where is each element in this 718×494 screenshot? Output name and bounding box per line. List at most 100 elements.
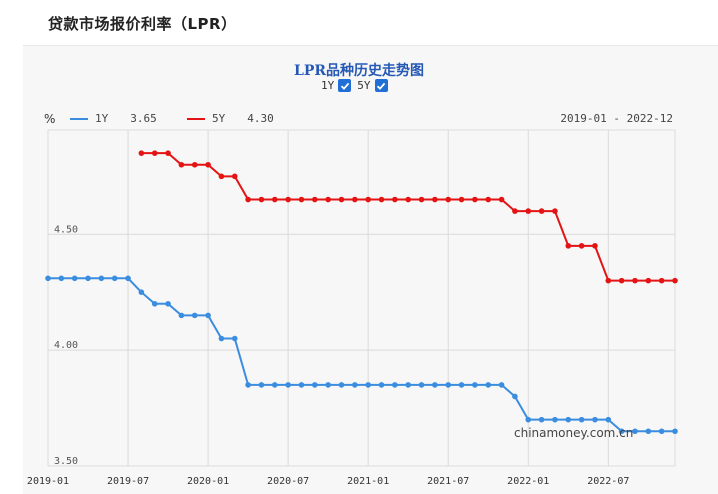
checkmark-icon	[376, 82, 386, 90]
data-point-1y	[231, 335, 238, 342]
x-tick-label: 2019-01	[27, 476, 69, 487]
data-point-5y	[592, 243, 598, 249]
data-point-1y	[271, 382, 278, 388]
data-point-5y	[672, 277, 678, 284]
data-point-1y	[325, 382, 331, 388]
data-point-1y	[205, 312, 211, 319]
data-point-5y	[392, 196, 398, 203]
data-point-5y	[352, 196, 358, 203]
data-point-5y	[378, 196, 385, 203]
legend-label-5y: 5Y	[212, 112, 226, 125]
data-point-5y	[445, 196, 452, 203]
data-point-5y	[178, 161, 185, 168]
data-point-5y	[165, 150, 171, 156]
data-point-5y	[285, 196, 291, 203]
series-line-5y	[141, 152, 675, 282]
x-tick-label: 2019-07	[107, 476, 149, 487]
data-point-1y	[405, 382, 411, 388]
x-tick-label: 2022-07	[587, 476, 629, 487]
plot-area	[47, 129, 676, 467]
data-point-5y	[418, 196, 425, 203]
toggle-1y[interactable]: 1Y	[321, 79, 352, 92]
data-point-5y	[458, 196, 465, 203]
legend-value-1y: 3.65	[130, 112, 157, 125]
data-point-5y	[205, 161, 211, 168]
data-point-5y	[218, 173, 225, 180]
data-point-1y	[672, 428, 678, 435]
toggle-5y[interactable]: 5Y	[357, 79, 388, 92]
data-point-5y	[365, 196, 371, 203]
data-point-5y	[405, 196, 411, 203]
watermark: chinamoney.com.cn	[514, 426, 633, 440]
data-point-1y	[365, 382, 371, 388]
legend-row: % 1Y 3.65 5Y 4.30 2019-01 - 2022-12	[0, 112, 718, 128]
data-point-1y	[58, 275, 65, 282]
data-point-1y	[338, 382, 345, 388]
y-tick-label: 3.50	[54, 456, 78, 467]
data-point-1y	[125, 275, 131, 282]
x-tick-label: 2020-01	[187, 476, 229, 487]
data-point-1y	[218, 335, 225, 342]
legend-swatch-5y	[187, 117, 205, 120]
x-tick-label: 2021-07	[427, 476, 469, 487]
data-point-1y	[165, 300, 171, 307]
legend-item-5y[interactable]: 5Y 4.30	[187, 112, 274, 125]
checkbox-5y[interactable]	[374, 79, 388, 92]
data-point-1y	[458, 382, 465, 388]
data-point-1y	[472, 382, 478, 388]
data-point-5y	[618, 277, 625, 284]
data-point-5y	[312, 196, 318, 203]
data-point-1y	[71, 275, 78, 282]
data-point-1y	[191, 312, 198, 319]
legend-item-1y[interactable]: 1Y 3.65	[70, 112, 157, 125]
data-point-1y	[298, 382, 305, 388]
legend-label-1y: 1Y	[95, 112, 109, 125]
data-point-5y	[632, 277, 638, 284]
data-point-5y	[538, 208, 545, 214]
data-point-1y	[485, 382, 492, 388]
data-point-5y	[512, 208, 518, 214]
data-point-5y	[605, 277, 612, 284]
data-point-1y	[352, 382, 358, 388]
series-line-1y	[48, 277, 675, 433]
data-point-5y	[498, 196, 505, 203]
data-point-1y	[45, 275, 51, 282]
data-point-1y	[258, 382, 265, 388]
checkbox-1y[interactable]	[338, 79, 352, 92]
page-title: 贷款市场报价利率（LPR）	[48, 15, 237, 33]
data-point-1y	[138, 289, 145, 296]
data-point-5y	[432, 196, 438, 203]
data-point-1y	[512, 393, 518, 400]
data-point-1y	[658, 428, 665, 435]
data-point-5y	[191, 161, 198, 168]
data-point-5y	[151, 150, 158, 156]
data-point-1y	[552, 416, 558, 423]
data-point-1y	[378, 382, 385, 388]
data-point-1y	[592, 416, 598, 423]
data-point-5y	[485, 196, 492, 203]
data-point-1y	[605, 416, 612, 423]
data-point-5y	[578, 243, 585, 249]
data-point-5y	[325, 196, 331, 203]
data-point-1y	[445, 382, 452, 388]
date-range: 2019-01 - 2022-12	[560, 112, 673, 125]
data-point-1y	[645, 428, 652, 435]
data-point-5y	[525, 208, 532, 214]
x-tick-label: 2021-01	[347, 476, 389, 487]
data-point-5y	[472, 196, 478, 203]
data-point-5y	[258, 196, 265, 203]
data-point-1y	[418, 382, 425, 388]
data-point-5y	[645, 277, 652, 284]
toggle-5y-label: 5Y	[357, 79, 371, 92]
data-point-5y	[245, 196, 251, 203]
data-point-1y	[245, 382, 251, 388]
data-point-1y	[85, 275, 91, 282]
data-point-1y	[618, 428, 625, 435]
chart-title: LPR品种历史走势图	[293, 63, 424, 79]
data-point-1y	[178, 312, 185, 319]
data-point-5y	[231, 173, 238, 180]
toggle-1y-label: 1Y	[321, 79, 335, 92]
legend-value-5y: 4.30	[247, 112, 274, 125]
data-point-1y	[632, 428, 638, 435]
series-toggles: 1Y 5Y	[321, 79, 394, 92]
